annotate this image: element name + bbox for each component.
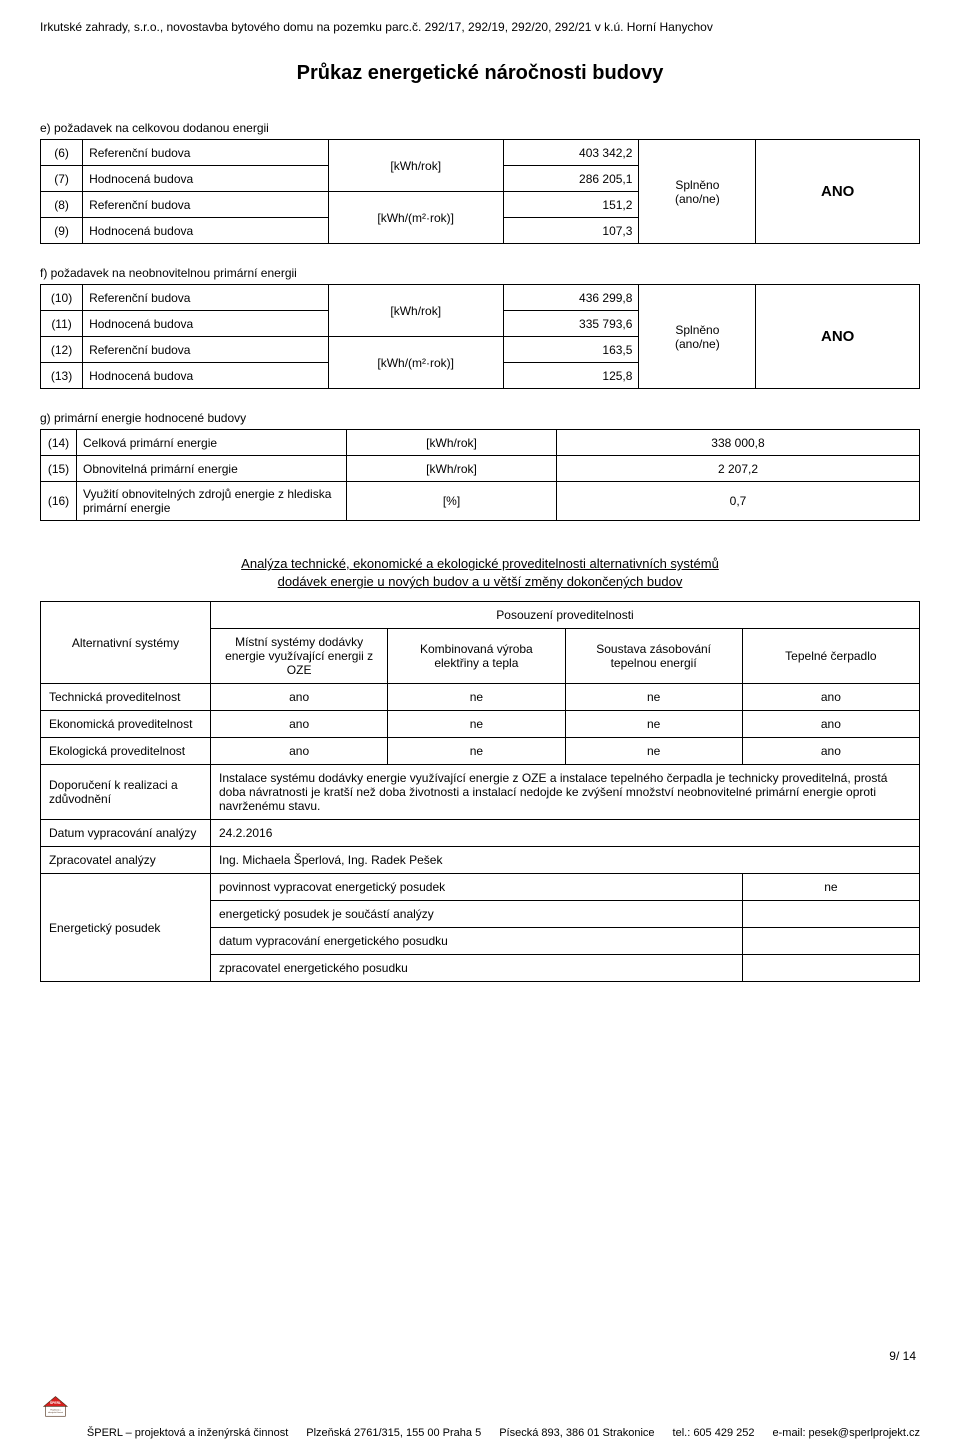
alt-column-header: Kombinovaná výroba elektřiny a tepla [388, 629, 565, 684]
footer-email: e-mail: pesek@sperlprojekt.cz [773, 1427, 921, 1439]
posudek-row-value: ne [742, 874, 919, 901]
row-name: Referenční budova [83, 192, 328, 218]
row-unit: [kWh/(m²·rok)] [328, 337, 503, 389]
row-name: Obnovitelná primární energie [77, 456, 347, 482]
row-value: 151,2 [503, 192, 639, 218]
page-footer: ŠPERL Projektová a inženýrská činnost ŠP… [0, 1375, 960, 1439]
svg-text:ŠPERL: ŠPERL [50, 1400, 61, 1405]
alt-cell: ne [388, 711, 565, 738]
row-idx: (12) [41, 337, 83, 363]
alt-systems-label: Alternativní systémy [41, 602, 211, 684]
row-unit: [kWh/rok] [328, 285, 503, 337]
date-label: Datum vypracování analýzy [41, 820, 211, 847]
alt-cell: ne [388, 738, 565, 765]
logo-icon: ŠPERL Projektová a inženýrská činnost [40, 1375, 71, 1439]
row-value: 2 207,2 [557, 456, 920, 482]
status-cell: Splněno (ano/ne) [639, 140, 756, 244]
row-name: Hodnocená budova [83, 166, 328, 192]
row-value: 107,3 [503, 218, 639, 244]
row-idx: (14) [41, 430, 77, 456]
recommend-label: Doporučení k realizaci a zdůvodnění [41, 765, 211, 820]
posudek-label: Energetický posudek [41, 874, 211, 982]
status-cell: Splněno (ano/ne) [639, 285, 756, 389]
footer-tel: tel.: 605 429 252 [673, 1427, 755, 1439]
row-idx: (15) [41, 456, 77, 482]
alt-column-header: Tepelné čerpadlo [742, 629, 919, 684]
alt-column-header: Místní systémy dodávky energie využívají… [211, 629, 388, 684]
alt-cell: ne [565, 684, 742, 711]
row-value: 0,7 [557, 482, 920, 521]
alt-column-header: Soustava zásobování tepelnou energií [565, 629, 742, 684]
row-name: Celková primární energie [77, 430, 347, 456]
analysis-title: Analýza technické, ekonomické a ekologic… [40, 555, 920, 591]
analysis-table: Alternativní systémyPosouzení proveditel… [40, 601, 920, 982]
row-unit: [kWh/rok] [347, 456, 557, 482]
row-value: 335 793,6 [503, 311, 639, 337]
alt-cell: ano [211, 684, 388, 711]
page-number: 9/ 14 [889, 1349, 916, 1363]
row-name: Referenční budova [83, 140, 328, 166]
alt-row-label: Technická proveditelnost [41, 684, 211, 711]
row-name: Hodnocená budova [83, 218, 328, 244]
footer-addr1: Plzeňská 2761/315, 155 00 Praha 5 [306, 1427, 481, 1439]
row-name: Referenční budova [83, 337, 328, 363]
footer-company: ŠPERL – projektová a inženýrská činnost [87, 1427, 288, 1439]
alt-cell: ne [565, 738, 742, 765]
alt-row-label: Ekonomická proveditelnost [41, 711, 211, 738]
result-cell: ANO [756, 285, 920, 389]
row-idx: (9) [41, 218, 83, 244]
row-name: Využití obnovitelných zdrojů energie z h… [77, 482, 347, 521]
row-value: 286 205,1 [503, 166, 639, 192]
row-name: Hodnocená budova [83, 311, 328, 337]
page-header: Irkutské zahrady, s.r.o., novostavba byt… [40, 20, 920, 34]
row-idx: (10) [41, 285, 83, 311]
posudek-row-text: energetický posudek je součástí analýzy [211, 901, 743, 928]
section-f-heading: f) požadavek na neobnovitelnou primární … [40, 266, 920, 280]
row-name: Hodnocená budova [83, 363, 328, 389]
author-value: Ing. Michaela Šperlová, Ing. Radek Pešek [211, 847, 920, 874]
date-value: 24.2.2016 [211, 820, 920, 847]
posudek-row-text: datum vypracování energetického posudku [211, 928, 743, 955]
row-idx: (8) [41, 192, 83, 218]
posudek-row-text: zpracovatel energetického posudku [211, 955, 743, 982]
author-label: Zpracovatel analýzy [41, 847, 211, 874]
section-f-table: (10)Referenční budova[kWh/rok]436 299,8S… [40, 284, 920, 389]
section-e-heading: e) požadavek na celkovou dodanou energii [40, 121, 920, 135]
section-g-heading: g) primární energie hodnocené budovy [40, 411, 920, 425]
row-unit: [kWh/rok] [347, 430, 557, 456]
row-idx: (7) [41, 166, 83, 192]
posudek-row-value [742, 901, 919, 928]
alt-cell: ano [211, 711, 388, 738]
alt-cell: ano [742, 738, 919, 765]
row-value: 338 000,8 [557, 430, 920, 456]
row-idx: (11) [41, 311, 83, 337]
section-e-table: (6)Referenční budova[kWh/rok]403 342,2Sp… [40, 139, 920, 244]
row-value: 163,5 [503, 337, 639, 363]
row-value: 403 342,2 [503, 140, 639, 166]
row-value: 436 299,8 [503, 285, 639, 311]
posudek-row-text: povinnost vypracovat energetický posudek [211, 874, 743, 901]
result-cell: ANO [756, 140, 920, 244]
alt-cell: ano [211, 738, 388, 765]
alt-row-label: Ekologická proveditelnost [41, 738, 211, 765]
posouzeni-header: Posouzení proveditelnosti [211, 602, 920, 629]
footer-addr2: Písecká 893, 386 01 Strakonice [499, 1427, 654, 1439]
row-idx: (13) [41, 363, 83, 389]
posudek-row-value [742, 928, 919, 955]
recommend-text: Instalace systému dodávky energie využív… [211, 765, 920, 820]
row-idx: (16) [41, 482, 77, 521]
section-g-table: (14)Celková primární energie[kWh/rok]338… [40, 429, 920, 521]
posudek-row-value [742, 955, 919, 982]
row-value: 125,8 [503, 363, 639, 389]
row-idx: (6) [41, 140, 83, 166]
alt-cell: ne [388, 684, 565, 711]
row-unit: [kWh/(m²·rok)] [328, 192, 503, 244]
alt-cell: ne [565, 711, 742, 738]
alt-cell: ano [742, 684, 919, 711]
alt-cell: ano [742, 711, 919, 738]
page-title: Průkaz energetické náročnosti budovy [40, 62, 920, 85]
row-unit: [%] [347, 482, 557, 521]
row-unit: [kWh/rok] [328, 140, 503, 192]
row-name: Referenční budova [83, 285, 328, 311]
